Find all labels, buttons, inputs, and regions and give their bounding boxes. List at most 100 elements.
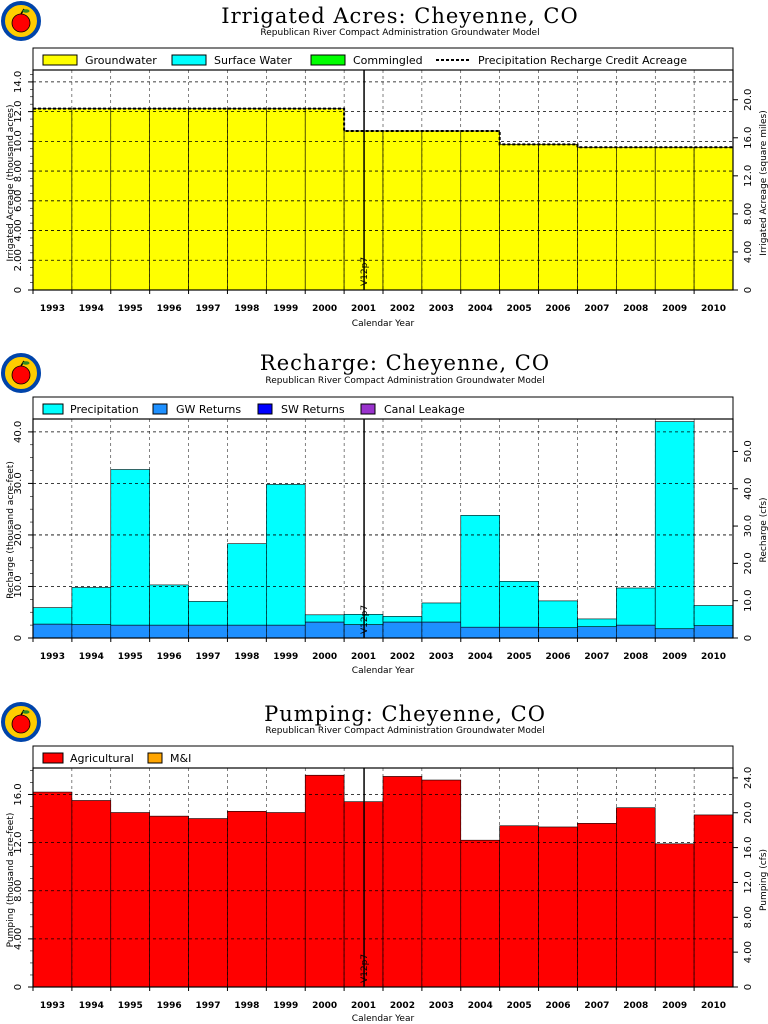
x-tick-label: 1999 [273, 652, 298, 662]
y2-tick-label: 50.0 [743, 440, 754, 462]
chart-title: Recharge: Cheyenne, CO [260, 351, 550, 375]
logo-icon [1, 353, 41, 393]
y2-tick-label: 0 [743, 635, 754, 641]
bar-precipitation [71, 587, 112, 625]
y-tick-label: 0 [13, 287, 24, 293]
bar-precipitation [538, 600, 578, 628]
legend-swatch-groundwater [42, 54, 78, 66]
bar-groundwater [538, 144, 578, 291]
x-tick-label: 2007 [584, 652, 609, 662]
x-tick-label: 2001 [351, 652, 376, 662]
legend-swatch-gw-returns [152, 403, 168, 415]
bar-groundwater [382, 130, 423, 291]
bar-groundwater [266, 108, 306, 291]
plot-area: 0 10.0 20.0 30.0 40.0 0 10.0 20.0 30.0 40.0 50.0 19… [13, 418, 754, 662]
x-tick-label: 2010 [701, 1001, 726, 1011]
x-tick-label: 1995 [118, 1001, 143, 1011]
x-tick-label: 1993 [40, 304, 65, 314]
x-tick-label: 1998 [234, 652, 259, 662]
x-tick-label: 2000 [312, 652, 337, 662]
y-axis-label: Irrigated Acreage (thousand acres) [6, 104, 16, 261]
y-tick-label: 8.00 [13, 880, 24, 902]
panel-recharge: Recharge: Cheyenne, CO Republican River … [1, 351, 768, 676]
bar-agricultural [110, 812, 150, 988]
line-precip-credit [33, 107, 733, 149]
x-tick-label: 2004 [468, 304, 493, 314]
y-tick-label: 14.0 [13, 71, 24, 93]
x-tick-label: 2002 [390, 1001, 415, 1011]
bar-precipitation [32, 607, 73, 625]
x-tick-label: 2004 [468, 652, 493, 662]
x-tick-label: 1998 [234, 304, 259, 314]
x-tick-label: 1993 [40, 1001, 65, 1011]
bar-agricultural [71, 800, 112, 988]
y-tick-label: 20.0 [13, 524, 24, 546]
x-tick-label: 2007 [584, 1001, 609, 1011]
bar-precipitation [577, 618, 617, 627]
bar-agricultural [538, 826, 578, 988]
version-marker-label: V12p7 [360, 605, 370, 634]
bar-groundwater [110, 108, 150, 291]
bar-gw_returns [538, 627, 578, 639]
bar-precipitation [654, 421, 695, 630]
y2-tick-label: 0 [743, 984, 754, 990]
legend-swatch-precipitation [42, 403, 64, 415]
legend-swatch-mi [147, 752, 163, 764]
y2-tick-label: 20.0 [743, 802, 754, 824]
legend-label-surface-water: Surface Water [214, 54, 292, 67]
x-tick-label: 2004 [468, 1001, 493, 1011]
y-tick-label: 16.0 [13, 783, 24, 805]
bar-gw_returns [577, 626, 617, 639]
y2-axis-label: Pumping (cfs) [759, 849, 768, 911]
bar-groundwater [577, 146, 617, 291]
bar-precipitation [188, 601, 228, 626]
bar-agricultural [421, 779, 462, 988]
y-axis-label: Recharge (thousand acre-feet) [6, 461, 16, 599]
bar-agricultural [577, 823, 617, 988]
logo-leaf [22, 361, 30, 365]
bar-agricultural [654, 843, 695, 988]
panel-irrigated-acres: Irrigated Acres: Cheyenne, CO Republican… [1, 1, 768, 329]
x-tick-label: 1999 [273, 304, 298, 314]
bar-gw_returns [382, 621, 423, 639]
x-tick-label: 1994 [79, 304, 104, 314]
x-tick-label: 2001 [351, 304, 376, 314]
y-tick-label: 10.0 [13, 575, 24, 597]
legend-swatch-canal-leakage [360, 403, 376, 415]
bar-gw_returns [616, 624, 656, 639]
bar-groundwater [616, 146, 656, 291]
bar-gw_returns [149, 624, 189, 639]
logo-icon [1, 702, 41, 742]
bar-groundwater [654, 146, 695, 291]
y-tick-label: 10.0 [13, 130, 24, 152]
bar-gw_returns [654, 628, 695, 639]
bar-groundwater [693, 146, 734, 291]
x-tick-label: 2005 [507, 1001, 532, 1011]
bar-gw_returns [71, 624, 112, 639]
bar-precipitation [227, 543, 267, 626]
y2-tick-label: 24.0 [743, 767, 754, 789]
x-axis-label: Calendar Year [352, 666, 415, 676]
x-tick-label: 1999 [273, 1001, 298, 1011]
y-tick-label: 30.0 [13, 472, 24, 494]
y-tick-label: 12.0 [13, 100, 24, 122]
legend-label-groundwater: Groundwater [85, 54, 157, 67]
bar-groundwater [149, 108, 189, 291]
bar-precipitation [460, 515, 500, 628]
bar-groundwater [32, 108, 73, 291]
y2-tick-label: 40.0 [743, 478, 754, 500]
x-tick-label: 1993 [40, 652, 65, 662]
y2-tick-label: 4.00 [743, 941, 754, 963]
legend-label-canal-leakage: Canal Leakage [384, 403, 465, 416]
bar-gw_returns [188, 624, 228, 639]
plot-area: 0 4.00 8.00 12.0 16.0 0 4.00 8.00 12.0 16.0 20.0 24… [13, 767, 754, 1011]
chart-title: Irrigated Acres: Cheyenne, CO [221, 4, 578, 28]
y2-tick-label: 12.0 [743, 871, 754, 893]
y-tick-label: 0 [13, 635, 24, 641]
bar-agricultural [460, 839, 500, 988]
legend: Groundwater Surface Water Commingled Pre… [32, 47, 734, 71]
bar-groundwater [421, 130, 462, 291]
bar-gw_returns [693, 625, 734, 639]
bar-precipitation [110, 469, 150, 626]
bar-precipitation [421, 602, 462, 623]
